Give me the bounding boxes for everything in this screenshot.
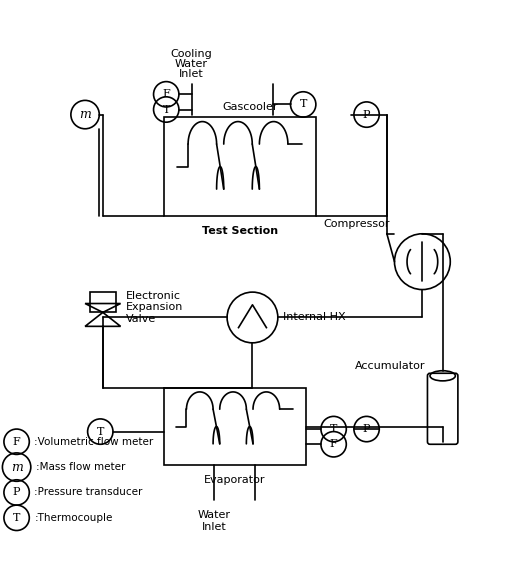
Text: Accumulator: Accumulator: [354, 361, 424, 371]
Text: F: F: [13, 437, 20, 447]
Text: F: F: [329, 439, 337, 450]
Text: P: P: [362, 110, 370, 119]
Text: P: P: [362, 424, 370, 434]
Text: T: T: [96, 427, 104, 436]
Text: T: T: [329, 424, 336, 434]
Bar: [163, 117, 315, 216]
Text: T: T: [162, 105, 169, 114]
Text: :Mass flow meter: :Mass flow meter: [36, 462, 125, 472]
Text: Inlet: Inlet: [179, 69, 204, 79]
Text: m: m: [11, 460, 22, 473]
Bar: [163, 389, 305, 464]
Text: Test Section: Test Section: [202, 226, 277, 236]
Text: Gascooler: Gascooler: [222, 102, 277, 112]
Text: Compressor: Compressor: [322, 218, 389, 229]
Text: T: T: [13, 513, 20, 523]
Text: Evaporator: Evaporator: [204, 475, 265, 485]
Text: m: m: [79, 108, 91, 121]
Text: Internal HX: Internal HX: [282, 312, 345, 323]
Text: T: T: [299, 100, 306, 109]
Text: F: F: [162, 89, 170, 100]
Text: Electronic
Expansion
Valve: Electronic Expansion Valve: [125, 291, 183, 324]
Bar: [90, 292, 115, 312]
Text: :Volumetric flow meter: :Volumetric flow meter: [34, 437, 153, 447]
Text: :Pressure transducer: :Pressure transducer: [34, 488, 143, 497]
Text: Cooling: Cooling: [171, 49, 212, 59]
Text: Water: Water: [175, 59, 208, 69]
Text: :Thermocouple: :Thermocouple: [34, 513, 112, 523]
Text: Water
Inlet: Water Inlet: [197, 510, 231, 532]
Text: P: P: [13, 488, 20, 497]
